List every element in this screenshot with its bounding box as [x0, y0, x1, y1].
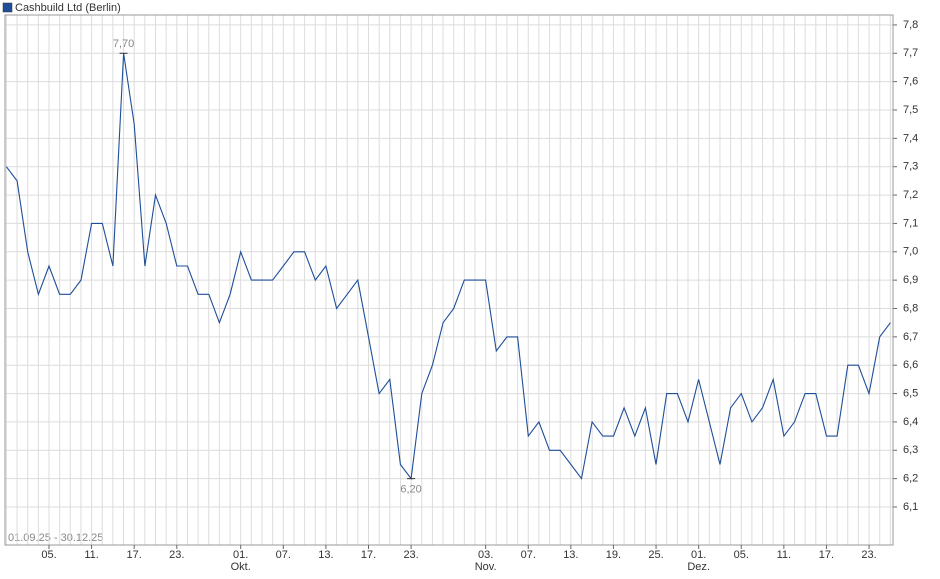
x-tick-label: 11.	[777, 549, 791, 561]
y-tick-label: 7,0	[903, 246, 918, 258]
x-tick-label: 07.	[521, 549, 536, 561]
y-tick-label: 6,8	[903, 302, 918, 314]
price-line	[5, 53, 891, 481]
x-tick-label: 17.	[127, 549, 142, 561]
y-tick-label: 7,5	[903, 104, 918, 116]
annotation-label: 6,20	[400, 484, 421, 496]
x-tick-label: 01.	[691, 549, 706, 561]
y-tick-label: 6,1	[903, 501, 918, 513]
date-range: 01.09.25 - 30.12.25	[8, 532, 103, 544]
y-tick-label: 6,2	[903, 473, 918, 485]
x-tick-label: 01.	[233, 549, 248, 561]
legend-label: Cashbuild Ltd (Berlin)	[15, 2, 121, 14]
x-tick-label: 23.	[403, 549, 418, 561]
x-tick-label: 13.	[318, 549, 333, 561]
y-tick-label: 7,2	[903, 189, 918, 201]
x-month-label: Nov.	[475, 561, 497, 573]
y-tick-label: 7,6	[903, 76, 918, 88]
y-tick-label: 6,5	[903, 387, 918, 399]
y-tick-label: 7,8	[903, 19, 918, 31]
x-tick-label: 23.	[861, 549, 876, 561]
x-tick-label: 05.	[734, 549, 749, 561]
y-tick-label: 7,7	[903, 47, 918, 59]
y-tick-label: 7,1	[903, 217, 918, 229]
y-tick-label: 7,4	[903, 132, 918, 144]
grid	[5, 15, 893, 545]
y-tick-label: 6,3	[903, 444, 918, 456]
x-tick-label: 11.	[84, 549, 98, 561]
legend-swatch	[2, 2, 13, 13]
x-tick-label: 25.	[648, 549, 663, 561]
x-month-label: Dez.	[687, 561, 710, 573]
y-tick-label: 6,6	[903, 359, 918, 371]
x-tick-label: 03.	[478, 549, 493, 561]
y-tick-label: 6,4	[903, 416, 918, 428]
x-tick-label: 07.	[276, 549, 291, 561]
plot-frame	[4, 14, 894, 546]
x-tick-label: 05.	[41, 549, 56, 561]
x-tick-label: 23.	[169, 549, 184, 561]
x-tick-label: 17.	[361, 549, 376, 561]
x-month-label: Okt.	[231, 561, 251, 573]
x-tick-label: 19.	[606, 549, 621, 561]
x-tick-label: 13.	[563, 549, 578, 561]
y-tick-label: 6,9	[903, 274, 918, 286]
y-tick-label: 7,3	[903, 161, 918, 173]
y-tick-label: 6,7	[903, 331, 918, 343]
annotation-label: 7,70	[113, 38, 134, 50]
x-tick-label: 17.	[819, 549, 834, 561]
